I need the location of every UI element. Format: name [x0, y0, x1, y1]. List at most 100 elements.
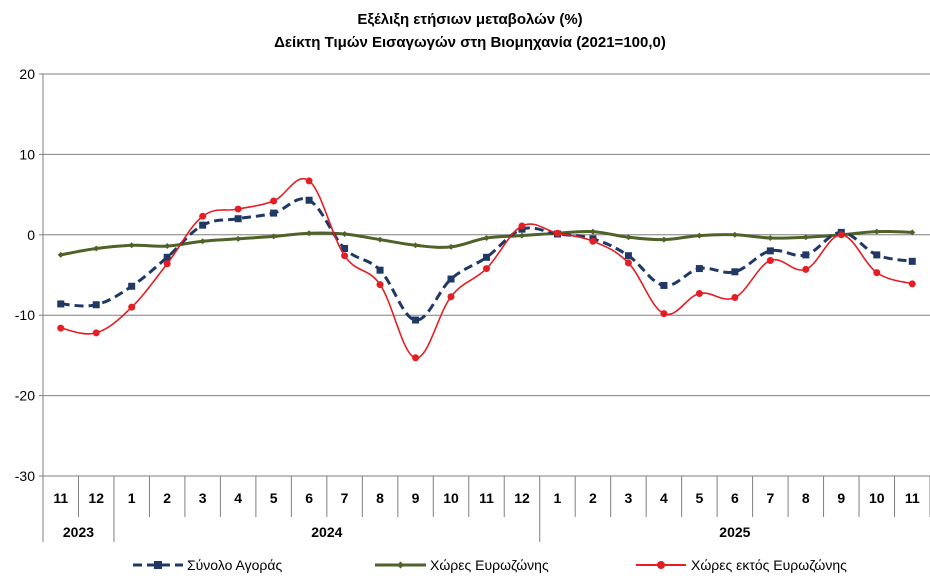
series-layer: [57, 177, 916, 362]
data-point: [483, 253, 490, 261]
data-point: [341, 244, 349, 252]
data-point: [589, 228, 596, 235]
legend-item-eurozone: Χώρες Ευρωζώνης: [375, 557, 549, 573]
data-point: [909, 229, 916, 236]
legend-label-non-eurozone: Χώρες εκτός Ευρωζώνης: [691, 557, 847, 573]
x-tick-label: 11: [905, 490, 920, 506]
x-tick-label: 7: [341, 490, 349, 506]
y-tick-label: 10: [19, 146, 35, 162]
data-point: [908, 280, 916, 288]
x-tick-label: 11: [479, 490, 494, 506]
legend-item-total: Σύνολο Αγοράς: [133, 557, 282, 573]
data-point: [234, 215, 242, 223]
data-point: [802, 251, 810, 259]
data-point: [128, 282, 136, 290]
year-label: 2025: [719, 524, 750, 540]
x-tick-label: 5: [695, 490, 703, 506]
x-tick-label: 4: [234, 490, 242, 506]
legend-item-non-eurozone: Χώρες εκτός Ευρωζώνης: [636, 557, 847, 573]
series-2: [57, 177, 916, 362]
data-point: [624, 252, 632, 260]
x-tick-label: 7: [766, 490, 774, 506]
data-point: [92, 329, 100, 337]
data-point: [766, 247, 774, 255]
data-point: [483, 265, 490, 273]
data-point: [660, 236, 667, 243]
chart-title: Εξέλιξη ετήσιων μεταβολών (%): [357, 11, 582, 28]
data-point: [163, 253, 171, 261]
data-point: [731, 268, 739, 276]
data-point: [199, 212, 207, 220]
x-tick-label: 12: [514, 490, 530, 506]
data-point: [660, 281, 668, 289]
data-point: [305, 196, 313, 204]
data-point: [518, 232, 525, 239]
y-tick-label: -10: [15, 307, 35, 323]
data-point: [908, 257, 916, 265]
series-1: [57, 228, 916, 258]
data-point: [483, 235, 490, 242]
data-point: [553, 229, 561, 237]
data-point: [376, 266, 384, 274]
data-point: [57, 300, 65, 308]
data-point: [731, 294, 739, 302]
x-tick-label: 1: [554, 490, 562, 506]
y-tick-label: -30: [15, 468, 35, 484]
data-point: [341, 252, 349, 260]
legend-marker-total: [154, 561, 162, 569]
data-point: [873, 228, 880, 235]
x-tick-label: 2: [163, 490, 171, 506]
data-point: [128, 303, 136, 311]
x-tick-label: 6: [731, 490, 739, 506]
x-tick-label: 1: [128, 490, 136, 506]
data-point: [589, 237, 597, 245]
data-point: [412, 316, 420, 324]
data-point: [199, 221, 207, 229]
legend-marker-non-eurozone: [657, 561, 665, 569]
data-point: [837, 231, 845, 239]
series-0: [57, 196, 916, 324]
y-tick-label: 0: [27, 227, 35, 243]
data-point: [873, 269, 881, 277]
data-point: [234, 205, 242, 213]
data-point: [305, 177, 313, 185]
data-point: [57, 251, 64, 258]
data-point: [376, 281, 384, 289]
chart-subtitle: Δείκτη Τιμών Εισαγωγών στη Βιομηχανία (2…: [274, 34, 666, 51]
data-point: [128, 242, 135, 249]
data-point: [235, 235, 242, 242]
data-point: [412, 354, 420, 362]
data-point: [93, 245, 100, 252]
data-point: [448, 243, 455, 250]
data-point: [270, 209, 278, 217]
data-point: [447, 275, 455, 283]
x-tick-label: 9: [837, 490, 845, 506]
data-point: [624, 259, 632, 267]
year-label: 2024: [311, 524, 342, 540]
data-point: [625, 234, 632, 241]
gridlines: [43, 73, 930, 477]
data-point: [767, 235, 774, 242]
x-tick-label: 10: [443, 490, 459, 506]
data-point: [341, 230, 348, 237]
data-point: [447, 293, 455, 301]
data-point: [695, 265, 703, 273]
data-point: [270, 233, 277, 240]
data-point: [696, 232, 703, 239]
x-tick-label: 11: [53, 490, 68, 506]
data-point: [802, 234, 809, 241]
data-point: [270, 197, 278, 205]
x-tick-label: 3: [625, 490, 633, 506]
x-tick-label: 5: [270, 490, 278, 506]
legend-label-eurozone: Χώρες Ευρωζώνης: [430, 557, 549, 573]
x-tick-label: 10: [869, 490, 885, 506]
legend-marker-eurozone: [397, 561, 404, 569]
legend: Σύνολο Αγοράς Χώρες Ευρωζώνης Χώρες εκτό…: [133, 557, 847, 573]
data-point: [802, 265, 810, 273]
x-tick-label: 4: [660, 490, 668, 506]
data-point: [377, 236, 384, 243]
data-point: [164, 243, 171, 250]
y-axis: 20 10 0 -10 -20 -30: [15, 66, 44, 484]
data-point: [873, 251, 881, 259]
